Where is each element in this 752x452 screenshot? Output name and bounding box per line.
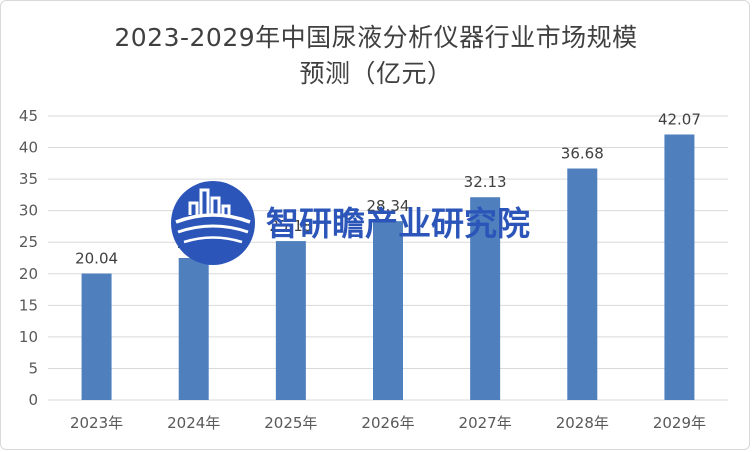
data-label: 32.13 (464, 173, 507, 191)
chart-title-line-2: 预测（亿元） (299, 59, 453, 88)
data-label: 42.07 (658, 110, 701, 128)
y-tick-label: 10 (19, 328, 38, 346)
bar (470, 197, 501, 400)
x-tick-label: 2027年 (459, 414, 512, 432)
y-tick-label: 30 (19, 202, 38, 220)
x-axis-tick-labels: 2023年 2024年 2025年 2026年 2027年 2028年 2029年 (70, 414, 706, 432)
data-label: 28.34 (367, 197, 410, 215)
watermark: 智研瞻产业研究院 (171, 181, 530, 265)
x-tick-label: 2025年 (264, 414, 317, 432)
y-tick-label: 40 (19, 139, 38, 157)
y-tick-label: 0 (28, 391, 38, 409)
data-label: 36.68 (561, 145, 604, 163)
watermark-text: 智研瞻产业研究院 (266, 204, 530, 243)
y-tick-label: 20 (19, 265, 38, 283)
bar (81, 273, 112, 400)
y-tick-label: 5 (28, 359, 38, 377)
bar (567, 168, 598, 400)
y-tick-label: 15 (19, 296, 38, 314)
x-tick-label: 2024年 (167, 414, 220, 432)
y-axis-tick-labels: 0 5 10 15 20 25 30 35 40 45 (19, 107, 38, 409)
chart-title-line-1: 2023-2029年中国尿液分析仪器行业市场规模 (114, 23, 638, 52)
bar (275, 241, 306, 400)
y-tick-label: 35 (19, 170, 38, 188)
x-tick-label: 2028年 (556, 414, 609, 432)
data-label: 25.18 (269, 217, 312, 235)
bar (373, 221, 403, 400)
bar (178, 258, 209, 400)
y-tick-label: 45 (19, 107, 38, 125)
data-label: 20.04 (75, 250, 118, 268)
watermark-logo-icon (171, 181, 255, 265)
x-tick-label: 2029年 (653, 414, 706, 432)
x-tick-label: 2026年 (361, 414, 414, 432)
bars (81, 134, 695, 400)
bar (664, 134, 695, 400)
x-tick-label: 2023年 (70, 414, 123, 432)
y-tick-label: 25 (19, 233, 38, 251)
